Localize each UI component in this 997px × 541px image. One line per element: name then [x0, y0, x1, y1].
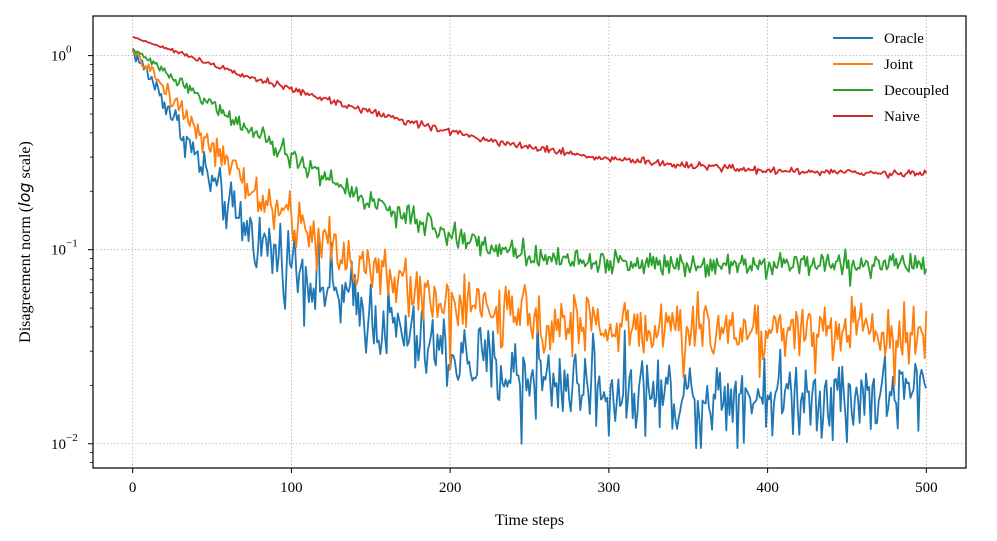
- legend-label-naive: Naive: [884, 109, 920, 125]
- x-tick-label: 200: [439, 480, 462, 496]
- y-tick-label: 10: [51, 437, 66, 453]
- y-axis-label: Disagreement norm (log scale): [15, 141, 34, 343]
- legend: Oracle Joint Decoupled Naive: [833, 31, 949, 125]
- y-tick-exponent: −1: [66, 238, 78, 250]
- y-tick-label: 10: [51, 49, 66, 65]
- y-axis-label-italic: log: [15, 182, 34, 206]
- legend-label-oracle: Oracle: [884, 31, 924, 47]
- y-tick-label: 10: [51, 243, 66, 259]
- y-axis-label-suffix: scale): [17, 141, 34, 182]
- series-line-joint: [131, 48, 928, 387]
- x-axis: 0 100 200 300 400 500: [129, 468, 938, 496]
- x-tick-label: 0: [129, 480, 137, 496]
- y-tick-exponent: 0: [66, 44, 72, 56]
- x-tick-label: 300: [598, 480, 621, 496]
- grid: [93, 16, 966, 468]
- legend-label-decoupled: Decoupled: [884, 83, 949, 99]
- legend-label-joint: Joint: [884, 57, 914, 73]
- y-axis-label-prefix: Disagreement norm (: [17, 207, 34, 343]
- series-line-oracle: [131, 50, 928, 450]
- x-axis-label: Time steps: [495, 512, 564, 529]
- series-layer: [131, 36, 928, 450]
- x-tick-label: 100: [280, 480, 303, 496]
- series-line-naive: [132, 36, 928, 179]
- x-tick-label: 400: [756, 480, 779, 496]
- x-tick-label: 500: [915, 480, 938, 496]
- series-line-decoupled: [132, 48, 928, 287]
- y-tick-exponent: −2: [66, 432, 78, 444]
- plot-frame: [92, 15, 967, 469]
